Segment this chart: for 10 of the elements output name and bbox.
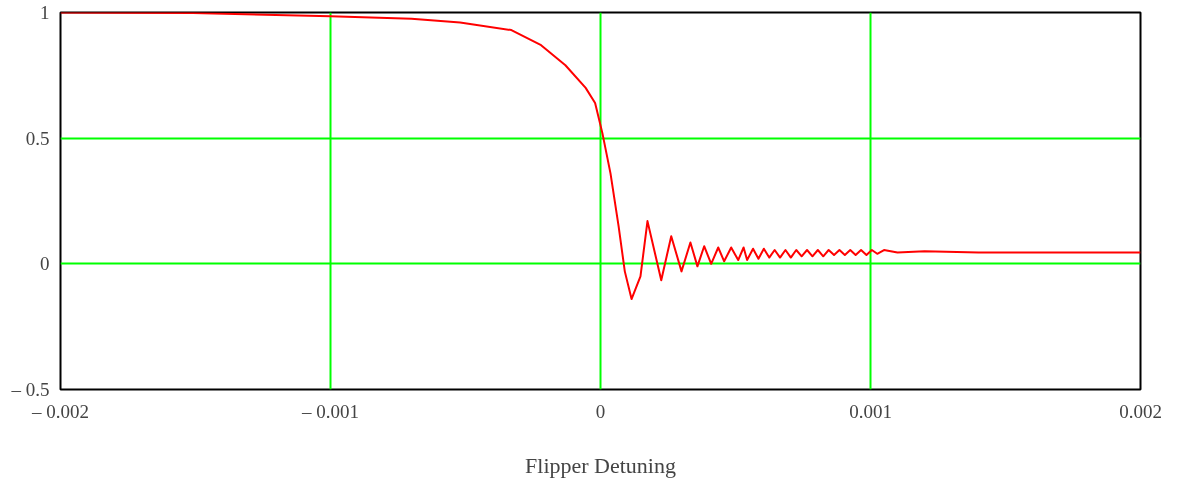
x-tick-label: 0.001 (849, 400, 892, 422)
y-tick-label: 0 (40, 253, 50, 275)
y-tick-label: 1 (40, 2, 50, 23)
x-axis-title: Flipper Detuning (525, 452, 676, 478)
y-tick-label: – 0.5 (10, 379, 50, 400)
x-tick-label: 0 (595, 400, 606, 422)
x-tick-label: – 0.002 (31, 400, 89, 422)
x-tick-label: 0.002 (1119, 400, 1162, 422)
y-tick-label: 0.5 (25, 127, 50, 149)
x-tick-label: – 0.001 (301, 400, 359, 422)
